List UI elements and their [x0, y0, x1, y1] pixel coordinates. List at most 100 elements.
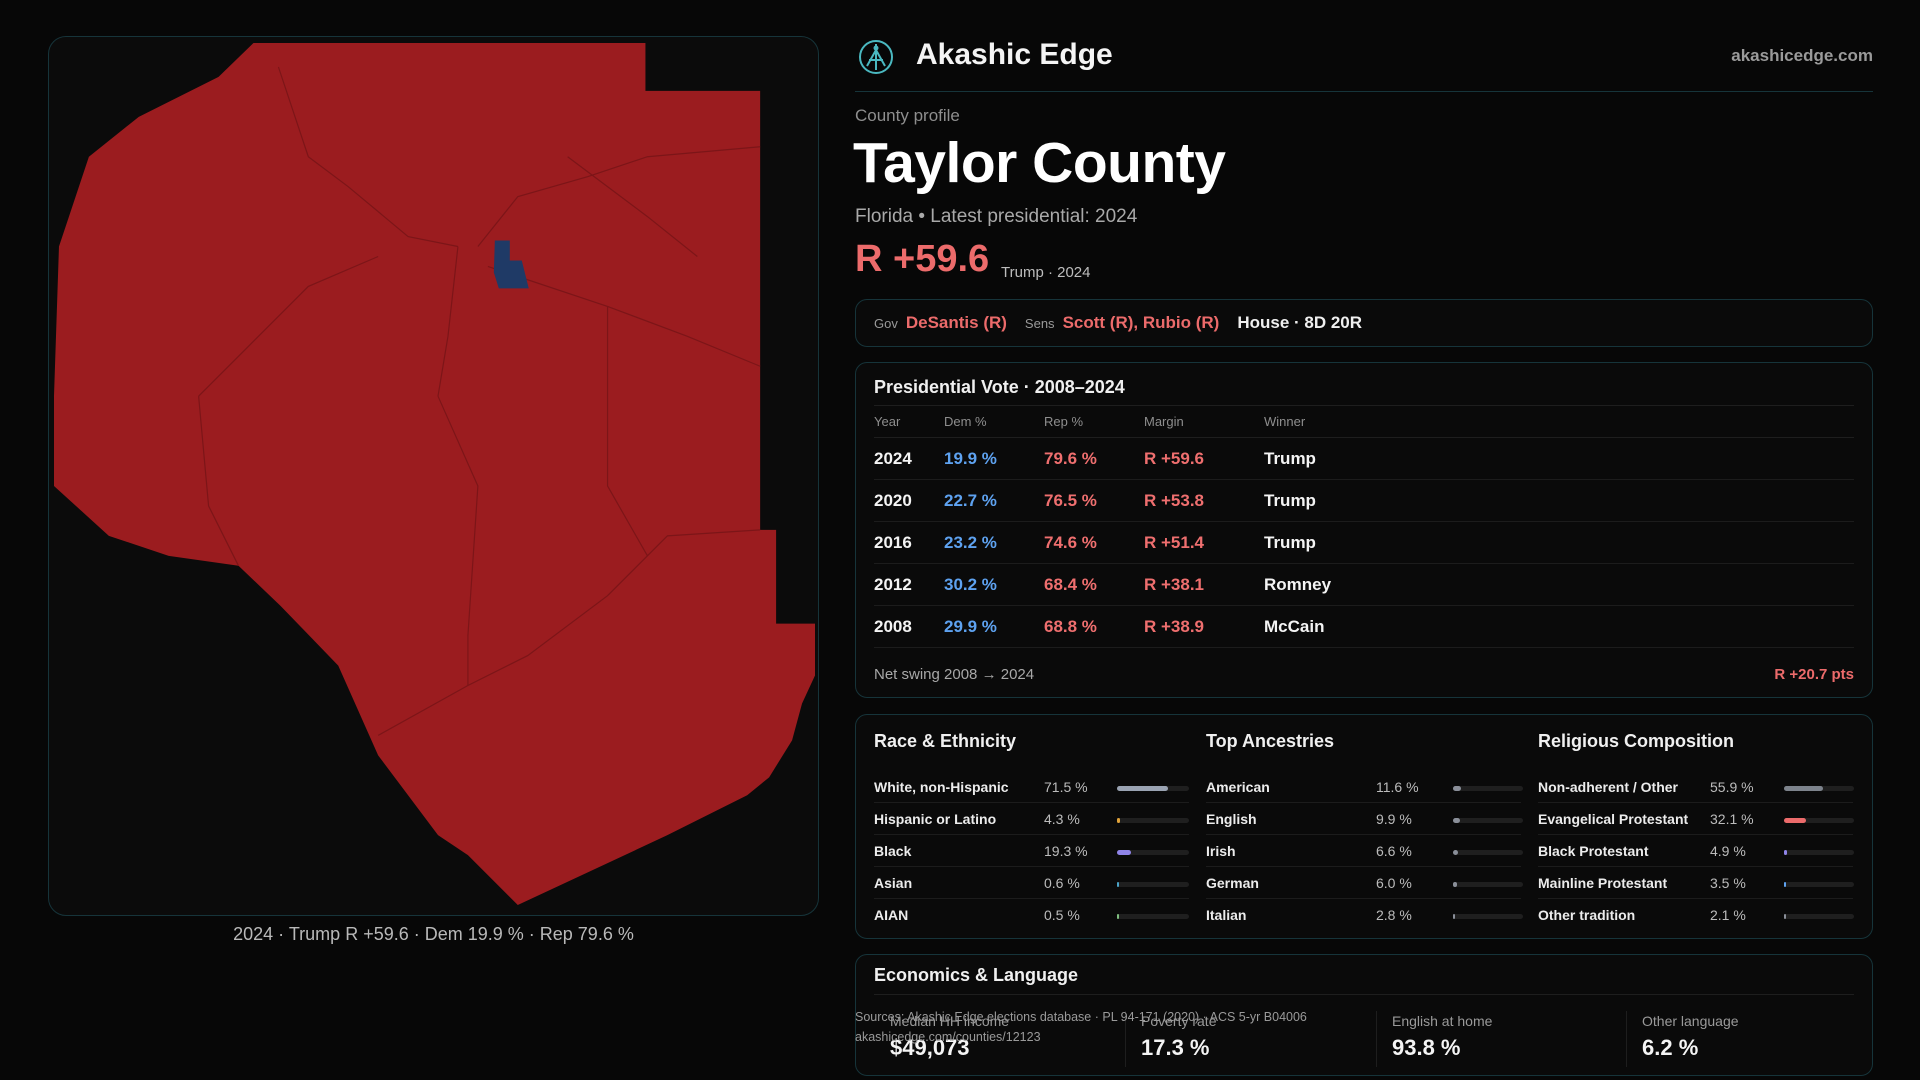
ancestry-bar-track	[1453, 850, 1523, 855]
race-label: AIAN	[874, 907, 909, 923]
akashic-edge-logo-icon[interactable]	[857, 38, 895, 76]
religion-row[interactable]: Other tradition 2.1 %	[1538, 899, 1854, 931]
ancestry-row[interactable]: American 11.6 %	[1206, 771, 1523, 803]
presidential-vote-card: Presidential Vote · 2008–2024 Year Dem %…	[855, 362, 1873, 698]
race-bar-track	[1117, 914, 1189, 919]
stat-divider	[1376, 1011, 1377, 1067]
cell-dem-pct: 22.7 %	[944, 479, 1044, 522]
cell-rep-pct: 68.4 %	[1044, 563, 1144, 606]
precinct-democratic[interactable]	[493, 240, 529, 289]
senators-label: Sens	[1024, 316, 1055, 331]
religion-row[interactable]: Mainline Protestant 3.5 %	[1538, 867, 1854, 899]
religion-bar-track	[1784, 914, 1854, 919]
median-income-label: Median HH income	[890, 1013, 1010, 1029]
race-row[interactable]: Asian 0.6 %	[874, 867, 1189, 899]
poverty-rate-label: Poverty rate	[1141, 1013, 1217, 1029]
race-label: Black	[874, 843, 912, 859]
net-swing-label: Net swing 2008 → 2024	[874, 666, 1035, 683]
race-label: Hispanic or Latino	[874, 811, 997, 827]
header-year: Year	[874, 405, 944, 438]
religion-label: Mainline Protestant	[1538, 875, 1668, 891]
religion-bar-fill	[1784, 914, 1786, 919]
sources-line: Sources: Akashic Edge elections database…	[855, 1010, 1307, 1024]
race-bar-track	[1117, 786, 1189, 791]
table-row[interactable]: 2024 19.9 % 79.6 % R +59.6 Trump	[874, 437, 1854, 480]
race-row[interactable]: Hispanic or Latino 4.3 %	[874, 803, 1189, 835]
ancestry-label: German	[1206, 875, 1259, 891]
race-ethnicity-section: Race & Ethnicity White, non-Hispanic 71.5…	[874, 729, 1189, 931]
ancestry-row[interactable]: Italian 2.8 %	[1206, 899, 1523, 931]
religion-bar-track	[1784, 850, 1854, 855]
house-delegation: House · 8D 20R	[1237, 313, 1363, 332]
cell-rep-pct: 68.8 %	[1044, 605, 1144, 648]
race-bar-fill	[1117, 786, 1169, 791]
brand-url[interactable]: akashicedge.com	[1731, 46, 1873, 65]
race-bar-track	[1117, 818, 1189, 823]
header-rep: Rep %	[1044, 405, 1144, 438]
ancestry-percent: 6.0 %	[1376, 875, 1412, 891]
cell-winner: McCain	[1264, 605, 1854, 648]
county-map[interactable]	[48, 36, 819, 916]
religion-row[interactable]: Evangelical Protestant 32.1 %	[1538, 803, 1854, 835]
cell-margin: R +51.4	[1144, 521, 1264, 564]
table-row[interactable]: 2016 23.2 % 74.6 % R +51.4 Trump	[874, 521, 1854, 564]
table-header-row: Year Dem % Rep % Margin Winner	[874, 405, 1854, 438]
other-language-value: 6.2 %	[1642, 1035, 1699, 1060]
headline-margin-meta: Trump · 2024	[1001, 264, 1091, 281]
religion-bar-fill	[1784, 850, 1788, 855]
top-ancestries-section: Top Ancestries American 11.6 % English 9.9 …	[1206, 729, 1523, 931]
race-label: White, non-Hispanic	[874, 779, 1009, 795]
cell-winner: Trump	[1264, 437, 1854, 480]
page-eyebrow: County profile	[855, 106, 960, 125]
race-percent: 71.5 %	[1044, 779, 1088, 795]
cell-winner: Trump	[1264, 521, 1854, 564]
ancestry-bar-fill	[1453, 882, 1458, 887]
headline-margin: R +59.6	[855, 238, 990, 280]
cell-year: 2024	[874, 437, 944, 480]
religious-composition-section: Religious Composition Non-adherent / Oth…	[1538, 729, 1854, 931]
race-bar-track	[1117, 882, 1189, 887]
race-percent: 19.3 %	[1044, 843, 1088, 859]
cell-rep-pct: 74.6 %	[1044, 521, 1144, 564]
race-row[interactable]: White, non-Hispanic 71.5 %	[874, 771, 1189, 803]
religion-percent: 2.1 %	[1710, 907, 1746, 923]
religion-row[interactable]: Black Protestant 4.9 %	[1538, 835, 1854, 867]
net-swing-value: R +20.7 pts	[1774, 666, 1854, 683]
cell-dem-pct: 19.9 %	[944, 437, 1044, 480]
race-row[interactable]: Black 19.3 %	[874, 835, 1189, 867]
cell-margin: R +38.9	[1144, 605, 1264, 648]
ancestry-label: English	[1206, 811, 1257, 827]
table-row[interactable]: 2012 30.2 % 68.4 % R +38.1 Romney	[874, 563, 1854, 606]
race-bar-fill	[1117, 914, 1119, 919]
english-at-home-label: English at home	[1392, 1013, 1493, 1029]
sources-url-link[interactable]: akashicedge.com/counties/12123	[855, 1030, 1041, 1044]
table-row[interactable]: 2008 29.9 % 68.8 % R +38.9 McCain	[874, 605, 1854, 648]
site-header: Akashic Edge akashicedge.com	[855, 34, 1873, 92]
ancestry-row[interactable]: German 6.0 %	[1206, 867, 1523, 899]
governor-label: Gov	[874, 316, 898, 331]
religion-bar-track	[1784, 818, 1854, 823]
cell-rep-pct: 79.6 %	[1044, 437, 1144, 480]
ancestry-row[interactable]: Irish 6.6 %	[1206, 835, 1523, 867]
cell-dem-pct: 29.9 %	[944, 605, 1044, 648]
county-shape-republican[interactable]	[53, 42, 816, 906]
brand-name[interactable]: Akashic Edge	[916, 38, 1113, 71]
table-row[interactable]: 2020 22.7 % 76.5 % R +53.8 Trump	[874, 479, 1854, 522]
ancestry-label: Irish	[1206, 843, 1236, 859]
religion-bar-track	[1784, 786, 1854, 791]
sources-footnote: Sources: Akashic Edge elections database…	[855, 1007, 1307, 1047]
ancestry-row[interactable]: English 9.9 %	[1206, 803, 1523, 835]
cell-year: 2012	[874, 563, 944, 606]
ancestry-bar-track	[1453, 786, 1523, 791]
cell-margin: R +38.1	[1144, 563, 1264, 606]
poverty-rate-stat: Poverty rate 17.3 %	[1141, 1013, 1216, 1061]
race-ethnicity-title: Race & Ethnicity	[874, 731, 1017, 751]
cell-rep-pct: 76.5 %	[1044, 479, 1144, 522]
religion-percent: 32.1 %	[1710, 811, 1754, 827]
race-label: Asian	[874, 875, 913, 891]
race-row[interactable]: AIAN 0.5 %	[874, 899, 1189, 931]
race-bar-fill	[1117, 882, 1119, 887]
page-title: Taylor County	[853, 131, 1226, 195]
religion-row[interactable]: Non-adherent / Other 55.9 %	[1538, 771, 1854, 803]
religion-label: Non-adherent / Other	[1538, 779, 1679, 795]
